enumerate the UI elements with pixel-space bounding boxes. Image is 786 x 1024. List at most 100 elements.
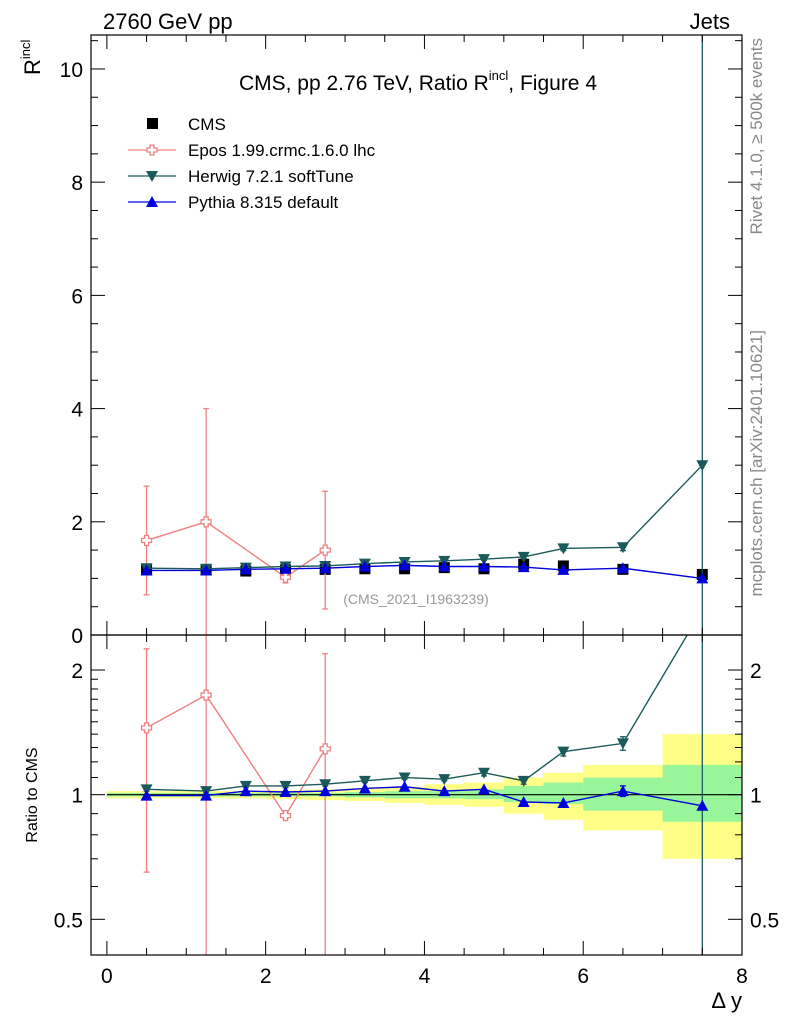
data-point	[279, 562, 292, 574]
main-y-label: Rincl	[18, 39, 45, 75]
data-point	[696, 572, 709, 584]
main-y-label-main: R	[20, 59, 45, 75]
data-point	[517, 796, 530, 808]
data-point	[477, 767, 490, 779]
stat-uncertainty-band	[503, 785, 544, 803]
ratio-y-tick-label: 2	[71, 660, 83, 683]
ratio-x-axis: 0 2 4 6 8	[101, 635, 748, 988]
data-point	[517, 551, 530, 563]
ratio-x-tick-label: 4	[419, 965, 431, 988]
main-y-label-sup: incl	[18, 39, 33, 59]
chart-title-sup: incl	[489, 68, 509, 83]
data-point	[438, 785, 451, 797]
chart-title-main: CMS, pp 2.76 TeV, Ratio R	[239, 72, 489, 95]
data-point	[477, 783, 490, 795]
series-line	[146, 521, 326, 579]
main-y-tick-label: 10	[60, 59, 83, 82]
data-point	[279, 809, 292, 822]
header-right: Jets	[690, 9, 730, 34]
main-y-axis: 0 2 4 6 8 10	[60, 40, 742, 648]
data-point	[279, 785, 292, 797]
data-point	[239, 563, 252, 575]
uncertainty-bands	[106, 734, 742, 859]
legend-label-cms: CMS	[188, 115, 226, 134]
legend-item-herwig: Herwig 7.2.1 softTune	[128, 167, 354, 186]
header-left: 2760 GeV pp	[103, 9, 233, 34]
data-point	[319, 544, 331, 556]
data-point	[398, 772, 411, 784]
legend-item-pythia: Pythia 8.315 default	[128, 193, 339, 212]
data-point	[477, 560, 490, 572]
data-point	[517, 775, 530, 787]
ratio-y-tick-label-right: 0.5	[750, 909, 779, 932]
data-point	[279, 571, 292, 583]
rivet-label: Rivet 4.1.0, ≥ 500k events	[747, 38, 766, 234]
main-y-tick-label: 4	[71, 399, 83, 422]
data-point	[319, 562, 332, 574]
series-line	[146, 694, 326, 817]
data-point	[696, 799, 709, 811]
ratio-x-tick-label: 0	[101, 965, 113, 988]
series-epos	[140, 407, 331, 635]
data-point	[200, 789, 213, 801]
data-point	[358, 560, 371, 572]
legend-item-cms: CMS	[147, 115, 226, 134]
ratio-y-tick-label: 1	[71, 785, 83, 808]
data-point	[319, 785, 332, 797]
data-point	[557, 746, 570, 758]
main-y-tick-label: 6	[71, 285, 83, 308]
main-y-tick-label: 0	[71, 625, 83, 648]
data-point	[616, 785, 629, 797]
main-y-tick-label: 8	[71, 172, 83, 195]
data-point	[200, 564, 213, 576]
data-point	[319, 743, 331, 755]
data-point	[438, 774, 451, 786]
legend-marker-cms	[147, 118, 158, 129]
data-point	[696, 460, 709, 472]
stat-uncertainty-band	[543, 782, 584, 804]
data-point	[398, 559, 411, 571]
data-point	[200, 689, 212, 701]
legend-marker-pythia	[146, 196, 158, 207]
ratio-plot-content	[106, 635, 742, 955]
ratio-panel: 0.5 0.5 1 1 2 2 0 2 4 6 8 Ratio to CMS Δ y	[24, 634, 779, 1013]
legend-label-herwig: Herwig 7.2.1 softTune	[188, 167, 354, 186]
data-point	[319, 779, 332, 791]
ratio-x-tick-label: 6	[577, 965, 589, 988]
data-point	[140, 789, 153, 801]
data-point	[140, 534, 153, 547]
ratio-y-tick-label: 0.5	[54, 909, 83, 932]
legend-marker-epos	[146, 144, 158, 156]
data-point	[477, 554, 490, 566]
chart-title-suffix: , Figure 4	[508, 72, 597, 95]
data-point	[200, 516, 212, 528]
series-pythia	[140, 559, 709, 584]
main-y-tick-label: 2	[71, 512, 83, 535]
legend-symbol-epos	[146, 144, 158, 156]
data-point	[517, 561, 530, 573]
ratio-y-label: Ratio to CMS	[24, 747, 41, 842]
legend-item-epos: Epos 1.99.crmc.1.6.0 lhc	[128, 141, 376, 160]
legend: CMS Epos 1.99.crmc.1.6.0 lhc Herwig 7.2.…	[128, 115, 376, 212]
ratio-x-tick-label: 8	[736, 965, 748, 988]
data-point	[358, 775, 371, 787]
series-line	[146, 464, 703, 570]
data-point	[557, 543, 570, 555]
data-point	[438, 560, 451, 572]
data-point	[239, 785, 252, 797]
mcplots-label: mcplots.cern.ch [arXiv:2401.10621]	[747, 330, 766, 596]
ratio-y-tick-label-right: 1	[750, 785, 762, 808]
main-plot-content	[140, 35, 709, 635]
data-point	[398, 780, 411, 792]
legend-label-pythia: Pythia 8.315 default	[188, 193, 339, 212]
legend-symbol-herwig	[146, 171, 158, 182]
data-point	[557, 563, 570, 575]
data-point	[616, 738, 629, 750]
legend-marker-herwig	[146, 171, 158, 182]
ratio-x-tick-label: 2	[260, 965, 272, 988]
x-axis-label: Δ y	[711, 988, 742, 1013]
data-point	[140, 722, 153, 734]
data-point	[557, 796, 570, 808]
